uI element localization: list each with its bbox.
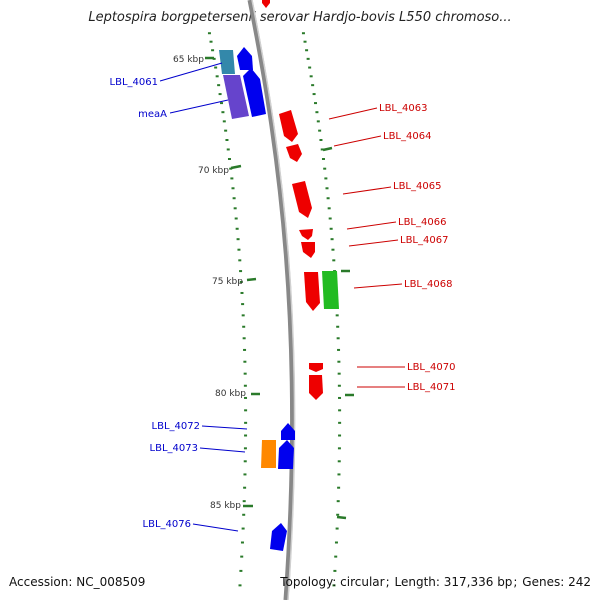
- gene-feature-lbl-4068: [304, 272, 320, 311]
- gene-label-lbl-4070: LBL_4070: [407, 362, 455, 373]
- gene-label-lbl-4076: LBL_4076: [143, 519, 191, 530]
- genome-backbone-highlight: [251, 0, 296, 600]
- leader-line-lbl-4067: [348, 239, 399, 247]
- tick-label: 80 kbp: [215, 389, 246, 399]
- genes-value: 242: [568, 575, 591, 589]
- major-tick-75: [246, 277, 257, 282]
- major-tick-outer-a: [322, 146, 333, 152]
- gene-feature-lbl-4071: [309, 375, 323, 400]
- gene-labels-right: LBL_4063 LBL_4064 LBL_4065 LBL_4066 LBL_…: [379, 103, 455, 393]
- leader-line-lbl-4063: [328, 107, 378, 120]
- length-value: 317,336 bp: [443, 575, 513, 589]
- map-title: Leptospira borgpetersenii serovar Hardjo…: [88, 10, 512, 25]
- gene-feature-lbl-4073: [278, 440, 294, 469]
- gene-label-lbl-4065: LBL_4065: [393, 181, 441, 192]
- tick-label: 85 kbp: [210, 501, 241, 511]
- leader-line-lbl-4065: [342, 186, 392, 195]
- gene-feature-meaA-purple: [223, 75, 249, 119]
- gene-label-lbl-4067: LBL_4067: [400, 235, 448, 246]
- tick-label: 70 kbp: [198, 166, 229, 176]
- gene-feature-lbl-4061: [237, 47, 253, 70]
- gene-label-lbl-4061: LBL_4061: [110, 77, 158, 88]
- gene-feature-lbl-4073-other: [261, 440, 276, 468]
- genome-backbone: [247, 0, 296, 600]
- leader-line-lbl-4076: [192, 523, 239, 532]
- gene-label-lbl-4071: LBL_4071: [407, 382, 455, 393]
- topology-label: Topology:: [280, 575, 337, 589]
- gene-label-meaA: meaA: [138, 109, 167, 120]
- leader-line-lbl-4068: [353, 283, 403, 289]
- accession-label: Accession:: [9, 575, 73, 589]
- length-label: Length:: [394, 575, 440, 589]
- gene-label-lbl-4073: LBL_4073: [150, 443, 198, 454]
- gene-feature-lbl-4076: [270, 523, 287, 551]
- scale-dashes-inner: [207, 32, 248, 587]
- gene-feature-top: [262, 0, 270, 8]
- major-ticks: [205, 56, 354, 520]
- gene-feature-lbl-4070: [309, 363, 323, 372]
- accession-info: Accession: NC_008509: [9, 575, 145, 589]
- leader-line-lbl-4073: [199, 447, 246, 453]
- gene-feature-lbl-4063: [279, 110, 298, 142]
- leader-line-lbl-4072: [201, 425, 248, 430]
- gene-feature-lbl-4072: [281, 423, 295, 440]
- leader-line-lbl-4061: [159, 62, 223, 82]
- gene-features: [219, 0, 339, 551]
- leader-lines: [159, 62, 405, 532]
- accession-value: NC_008509: [76, 575, 146, 589]
- genes-label: Genes:: [522, 575, 565, 589]
- gene-label-lbl-4066: LBL_4066: [398, 217, 446, 228]
- topology-value: circular: [340, 575, 385, 589]
- gene-feature-lbl-4067: [301, 242, 315, 258]
- gene-feature-meaA: [243, 68, 266, 117]
- major-tick-70: [230, 164, 242, 170]
- gene-feature-lbl-4064: [286, 144, 302, 162]
- gene-feature-lbl-4061-teal: [219, 50, 235, 74]
- major-tick-outer-d: [336, 515, 347, 520]
- gene-labels-left: LBL_4061 meaA LBL_4072 LBL_4073 LBL_4076: [110, 77, 200, 530]
- gene-label-lbl-4063: LBL_4063: [379, 103, 427, 114]
- leader-line-meaA: [169, 99, 229, 114]
- gene-label-lbl-4068: LBL_4068: [404, 279, 452, 290]
- gene-feature-lbl-4066: [299, 229, 313, 240]
- gene-feature-lbl-4065: [292, 181, 312, 218]
- tick-label: 65 kbp: [173, 55, 204, 65]
- leader-line-lbl-4066: [346, 221, 397, 230]
- gene-label-lbl-4072: LBL_4072: [152, 421, 200, 432]
- genome-stats: Topology: circular; Length: 317,336 bp; …: [280, 575, 591, 589]
- gene-label-lbl-4064: LBL_4064: [383, 131, 431, 142]
- tick-label: 75 kbp: [212, 277, 243, 287]
- tick-labels: 65 kbp 70 kbp 75 kbp 80 kbp 85 kbp: [173, 55, 246, 511]
- scale-dashes-outer: [301, 32, 342, 587]
- gene-feature-lbl-4068-rna: [322, 271, 339, 309]
- leader-line-lbl-4064: [333, 135, 382, 147]
